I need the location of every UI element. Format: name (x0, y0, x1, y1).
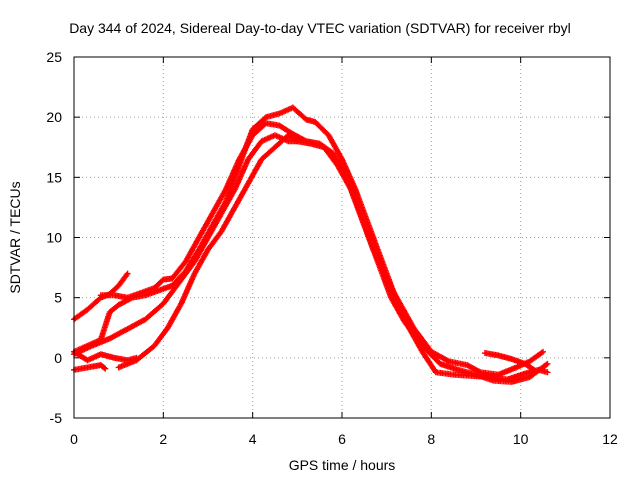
data-point (529, 366, 536, 373)
y-tick-label: 20 (46, 109, 62, 125)
y-tick-label: -5 (50, 410, 63, 426)
data-point (102, 365, 109, 372)
y-axis-label: SDTVAR / TECUs (7, 181, 23, 293)
y-tick-label: 15 (46, 169, 62, 185)
x-tick-label: 6 (338, 431, 346, 447)
x-tick-label: 4 (249, 431, 257, 447)
series-track-3 (71, 132, 551, 385)
points (71, 104, 551, 385)
x-tick-label: 12 (602, 431, 618, 447)
series-track-4 (71, 104, 551, 383)
data-point (544, 360, 551, 367)
x-tick-label: 2 (159, 431, 167, 447)
y-tick-label: 25 (46, 49, 62, 65)
x-tick-label: 10 (513, 431, 529, 447)
ticks: 0 2 4 6 8 10 12 -5 0 5 10 15 20 25 (46, 49, 618, 447)
series-track-8 (481, 350, 538, 373)
y-tick-label: 5 (54, 290, 62, 306)
y-tick-label: 10 (46, 230, 62, 246)
data-point (543, 361, 550, 368)
x-axis-label: GPS time / hours (289, 457, 396, 473)
chart-title: Day 344 of 2024, Sidereal Day-to-day VTE… (69, 20, 571, 36)
plot-frame (73, 56, 611, 419)
series-track-5 (71, 362, 109, 373)
grid (74, 57, 610, 418)
data-point (294, 138, 301, 145)
data-point (124, 270, 131, 277)
x-tick-label: 8 (427, 431, 435, 447)
data-point (293, 137, 300, 144)
data-point (101, 364, 108, 371)
data-point (531, 366, 538, 373)
x-tick-label: 0 (70, 431, 78, 447)
data-point (540, 348, 546, 355)
y-tick-label: 0 (54, 350, 62, 366)
data-point (544, 369, 551, 376)
series-track-2 (97, 120, 546, 378)
series-track-7 (115, 132, 301, 371)
